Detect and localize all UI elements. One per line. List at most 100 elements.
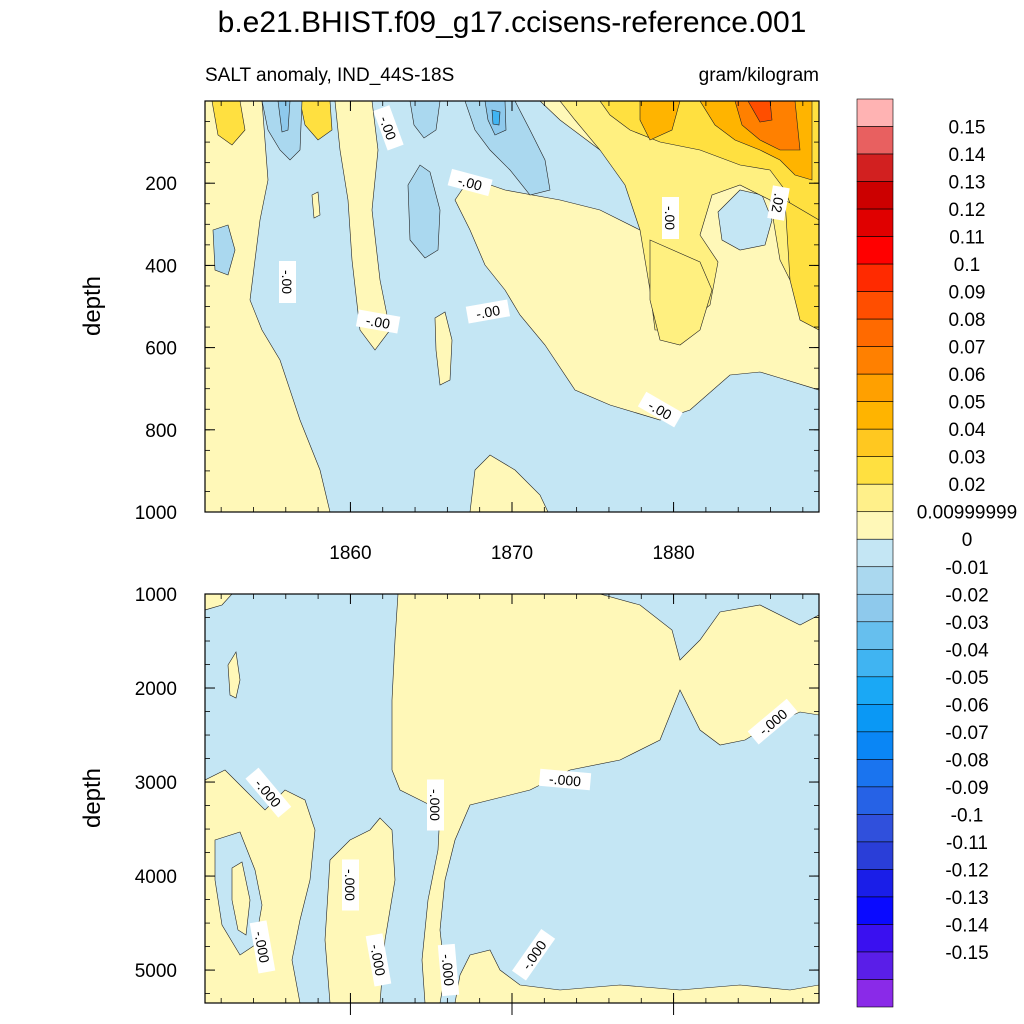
colorbar-label: -0.02 [945, 585, 988, 606]
contour-label-text: -.000 [251, 930, 272, 964]
colorbar-swatch [856, 181, 894, 210]
contour-label: -.000 [538, 768, 592, 791]
upper-contour-labels: -.00-.00-.00-.00-.00-.00-.00.02 [279, 105, 790, 428]
contour-label: .02 [767, 185, 790, 221]
colorbar-label: 0.06 [949, 365, 986, 386]
colorbar-label: -0.11 [946, 833, 988, 854]
colorbar-swatch [856, 731, 894, 760]
contour-label-bg [355, 309, 401, 334]
contour-label-bg [342, 859, 359, 911]
upper-fill-right-blue-pocket [717, 189, 773, 251]
contour-label-bg [279, 261, 296, 303]
contour-label-bg [249, 920, 276, 974]
y-tick-label: 400 [145, 256, 177, 277]
colorbar-label: 0.13 [949, 173, 986, 194]
upper-panel: -.00-.00-.00-.00-.00-.00-.00.02 20040060… [79, 100, 820, 524]
colorbar-swatch [856, 676, 894, 705]
y-tick-label: 800 [145, 421, 177, 442]
lower-fill-top-left-sliver [205, 594, 233, 611]
contour-label: -.00 [447, 168, 493, 197]
colorbar-label: 0.15 [949, 118, 986, 139]
contour-label-bg [373, 105, 404, 151]
colorbar-label: 0.1 [954, 255, 980, 276]
contour-label-bg [245, 767, 292, 818]
contour-label-text: -.000 [427, 789, 443, 821]
colorbar-label: -0.07 [945, 723, 988, 744]
y-tick-label: 1000 [135, 585, 177, 606]
colorbar-swatch [856, 456, 894, 485]
upper-ylabel: depth [79, 276, 106, 336]
colorbar-swatch [856, 979, 894, 1008]
contour-label: -.000 [437, 943, 460, 997]
upper-fill-red-core [747, 101, 773, 123]
contour-label-text: -.00 [662, 206, 678, 230]
contour-label-text: .02 [768, 192, 787, 214]
lower-axes: 1000 2000 3000 4000 5000 [135, 585, 819, 1015]
colorbar-label: 0.02 [949, 475, 986, 496]
colorbar-swatch [856, 869, 894, 898]
upper-axes: 200 400 600 800 1000 [135, 100, 819, 524]
contour-label-text: -.00 [376, 114, 399, 142]
lower-fill-bottom-left [205, 769, 316, 1003]
colorbar-swatch [856, 593, 894, 623]
upper-fill-lower-yellow-lobe [649, 239, 713, 346]
colorbar-label: 0.09 [949, 283, 986, 304]
figure-title: b.e21.BHIST.f09_g17.ccisens-reference.00… [218, 6, 807, 39]
upper-fill-blue-oval [407, 164, 441, 259]
colorbar-swatch [856, 704, 894, 733]
colorbar-swatch [856, 538, 894, 568]
contour-label-bg [512, 928, 556, 981]
upper-fill-orange [639, 101, 681, 141]
colorbar-swatch [856, 566, 894, 595]
colorbar-label: -0.08 [945, 750, 988, 771]
upper-fill-blue-center-strong [491, 109, 501, 126]
contour-label: -.00 [355, 309, 401, 334]
contour-label: -.00 [662, 197, 679, 239]
x-tick-label: 1880 [652, 543, 694, 564]
upper-fill-central-tongue [334, 101, 391, 351]
colorbar-swatch [856, 428, 894, 457]
colorbar-label: -0.14 [945, 915, 989, 936]
contour-label: -.000 [365, 933, 392, 987]
upper-fill-yellow-blob-1 [434, 311, 453, 386]
contour-label: -.000 [427, 779, 444, 831]
colorbar-label: 0.05 [949, 393, 986, 414]
contour-label: -.00 [279, 261, 296, 303]
lower-panel: -.000 -.000-.000-.000 -.000 -.000 -.000-.000… [79, 585, 820, 1015]
upper-fill-top-left-orange [299, 101, 333, 141]
lower-fill-yellow-bottom-mid [454, 949, 819, 1003]
colorbar-label: -0.01 [945, 558, 988, 579]
colorbar-label: 0.04 [949, 420, 986, 441]
y-tick-label: 200 [145, 174, 177, 195]
contour-label-text: -.00 [475, 302, 502, 322]
colorbar-swatch [856, 373, 894, 402]
contour-label-bg [427, 779, 444, 831]
upper-fill-yellow-blob-2 [311, 191, 321, 219]
lower-contour-fills [205, 594, 819, 1003]
colorbar-label: 0.00999999 [917, 503, 1017, 524]
colorbar-label: 0.08 [949, 310, 986, 331]
contour-label: -.000 [249, 920, 276, 974]
colorbar-swatch [856, 263, 894, 292]
contour-label-bg [637, 391, 683, 428]
y-tick-label: 1000 [135, 503, 177, 524]
contour-label-bg [447, 168, 493, 197]
colorbar-swatch [856, 483, 894, 513]
colorbar-swatch [856, 126, 894, 155]
contour-label-bg [662, 197, 679, 239]
colorbar-swatch [856, 896, 894, 925]
y-tick-label: 5000 [135, 961, 177, 982]
upper-fill-blue-center [464, 101, 551, 196]
contour-label-bg [747, 698, 798, 745]
colorbar-swatch [856, 291, 894, 320]
contour-label-bg [767, 185, 790, 221]
colorbar-label: -0.15 [945, 943, 988, 964]
colorbar-swatch [856, 511, 894, 540]
colorbar-swatch [856, 841, 894, 870]
x-tick-label: 1870 [491, 543, 533, 564]
contour-label-bg [465, 299, 511, 324]
colorbar-swatch [856, 814, 894, 843]
upper-contour-fills [205, 101, 819, 512]
colorbar-swatch [856, 924, 894, 953]
upper-fill-blue-small [212, 224, 236, 276]
